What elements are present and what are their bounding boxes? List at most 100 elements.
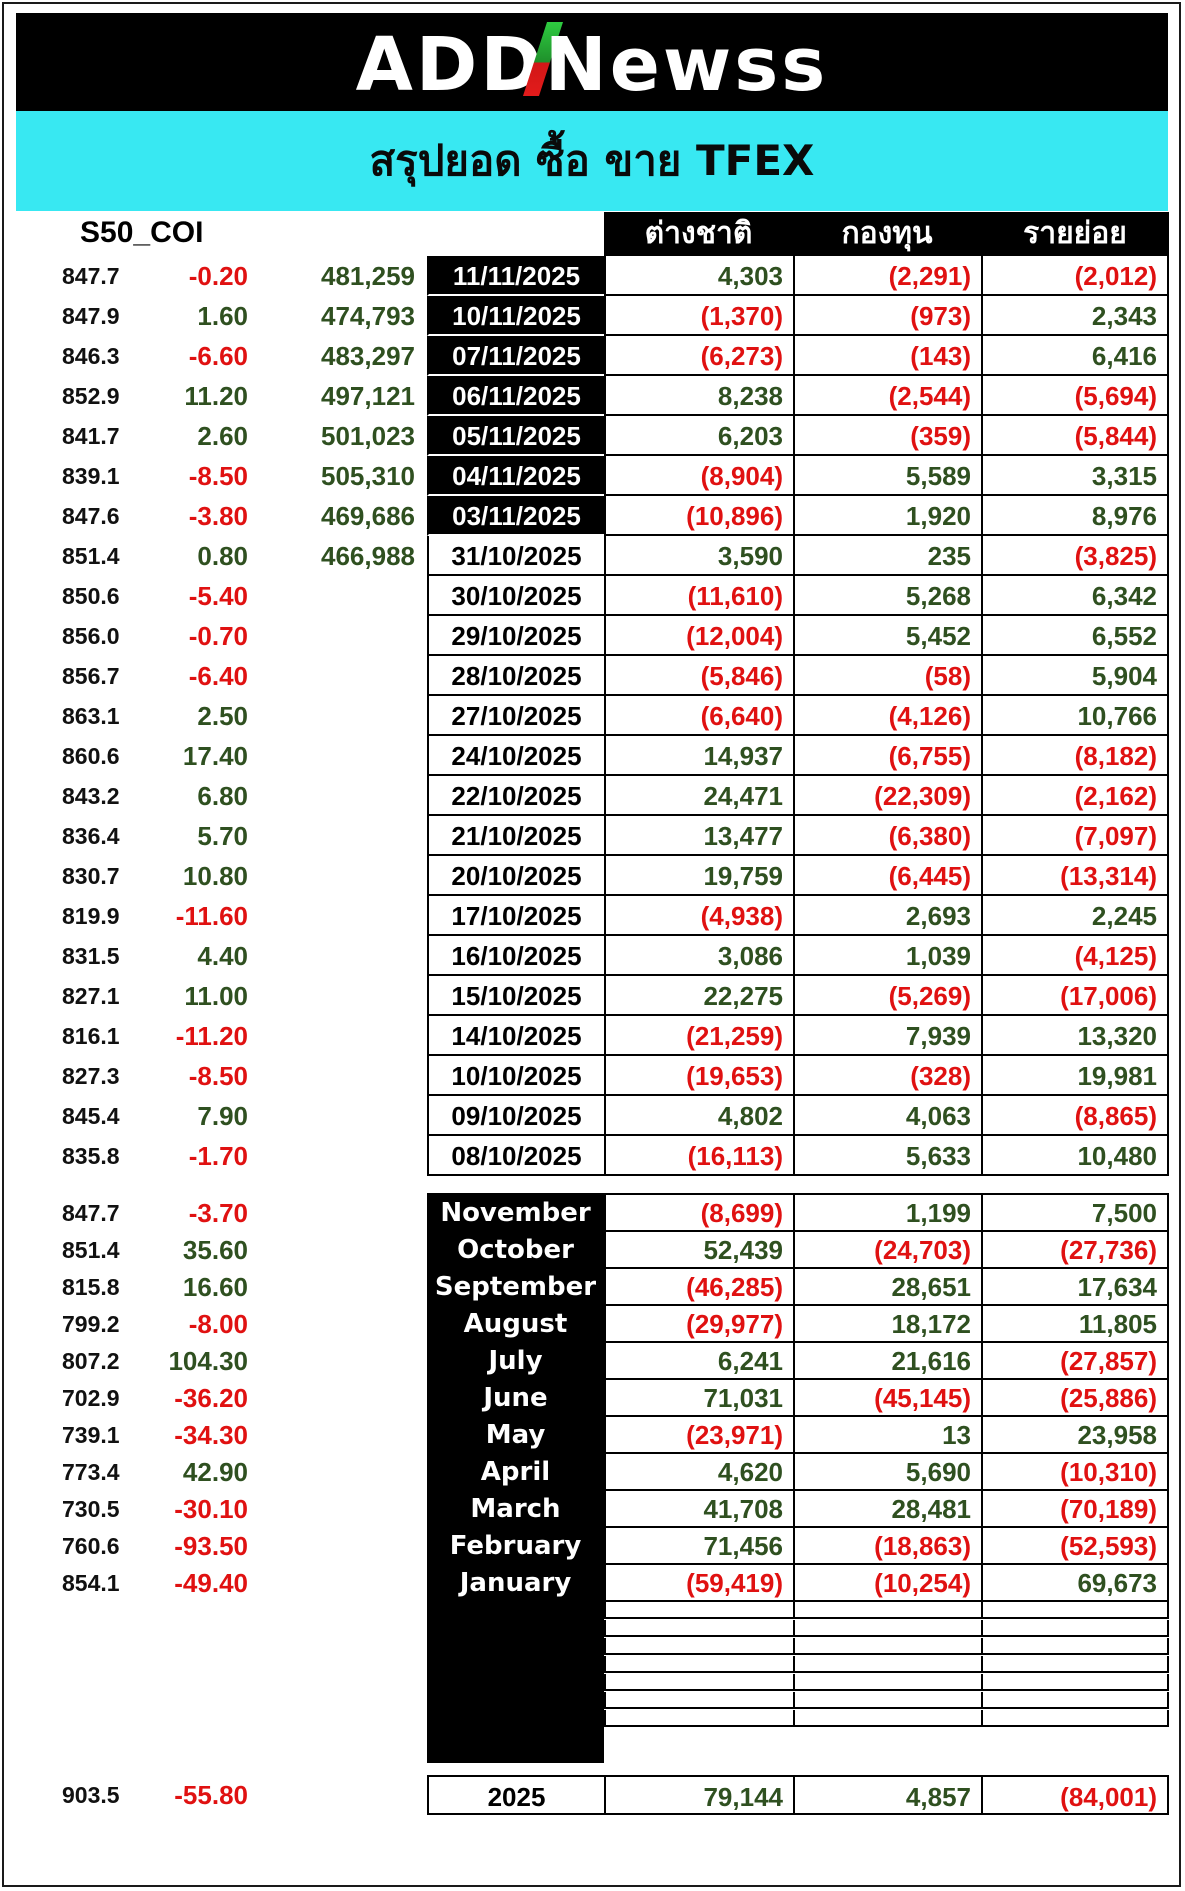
retail-value: 3,315 <box>981 456 1169 496</box>
foreign-value: (10,896) <box>604 496 793 536</box>
foreign-value: 13,477 <box>604 816 793 856</box>
change-value: -36.20 <box>174 1383 248 1413</box>
open-interest-value <box>280 736 415 776</box>
foreign-value: 14,937 <box>604 736 793 776</box>
month-label: October <box>427 1232 604 1269</box>
change-value: 35.60 <box>182 1235 248 1265</box>
index-value: 847.6 <box>62 503 120 529</box>
open-interest-value: 483,297 <box>321 341 415 371</box>
fund-value: (5,269) <box>793 976 981 1016</box>
fund-value: (58) <box>793 656 981 696</box>
retail-value: (4,125) <box>981 936 1169 976</box>
table-row: 852.9 11.20 497,121 06/11/2025 8,238 (2,544)(… <box>0 376 1185 416</box>
fund-value: (6,445) <box>793 856 981 896</box>
foreign-value: (59,419) <box>604 1565 793 1602</box>
retail-value: 2,343 <box>981 296 1169 336</box>
retail-value: (13,314) <box>981 856 1169 896</box>
open-interest-value: 469,686 <box>321 501 415 531</box>
open-interest-value <box>280 776 415 816</box>
change-value: 104.30 <box>168 1346 248 1376</box>
table-row: 850.6 -5.40 30/10/2025 (11,610) 5,268 6,342 <box>0 576 1185 616</box>
date-cell: 15/10/2025 <box>427 976 604 1016</box>
table-row: 847.7 -3.70 November (8,699) 1,199 7,500 <box>0 1195 1185 1232</box>
table-row: 846.3 -6.60 483,297 07/11/2025 (6,273) (143) 6… <box>0 336 1185 376</box>
monthly-table-top-border <box>604 1193 1169 1195</box>
open-interest-value <box>280 1096 415 1136</box>
fund-value: (6,755) <box>793 736 981 776</box>
retail-value: 19,981 <box>981 1056 1169 1096</box>
table-row: 847.7 -0.20 481,259 11/11/2025 4,303 (2,291)(… <box>0 256 1185 296</box>
empty-row <box>604 1602 1169 1619</box>
date-cell: 16/10/2025 <box>427 936 604 976</box>
change-value: -1.70 <box>188 1141 248 1171</box>
open-interest-value <box>280 976 415 1016</box>
index-value: 827.3 <box>62 1063 120 1089</box>
fund-value: 5,690 <box>793 1454 981 1491</box>
page-title: สรุปยอด ซื้อ ขาย TFEX <box>369 136 815 185</box>
open-interest-value: 474,793 <box>321 301 415 331</box>
table-row: 841.7 2.60 501,023 05/11/2025 6,203 (359) (5,8… <box>0 416 1185 456</box>
table-row: 831.5 4.40 16/10/2025 3,086 1,039 (4,125) <box>0 936 1185 976</box>
index-value: 860.6 <box>62 743 120 769</box>
open-interest-value <box>280 896 415 936</box>
index-value: 807.2 <box>62 1348 120 1374</box>
index-value: 863.1 <box>62 703 120 729</box>
retail-value: (17,006) <box>981 976 1169 1016</box>
index-value: 760.6 <box>62 1533 120 1559</box>
retail-value: 8,976 <box>981 496 1169 536</box>
index-value: 819.9 <box>62 903 120 929</box>
index-value: 846.3 <box>62 343 120 369</box>
empty-cell <box>981 1710 1169 1727</box>
date-cell: 31/10/2025 <box>427 536 604 576</box>
fund-value: 28,481 <box>793 1491 981 1528</box>
open-interest-value <box>280 616 415 656</box>
foreign-value: (19,653) <box>604 1056 793 1096</box>
table-row: 835.8 -1.70 08/10/2025 (16,113) 5,633 10,480 <box>0 1136 1185 1176</box>
foreign-value: 41,708 <box>604 1491 793 1528</box>
retail-value: 6,342 <box>981 576 1169 616</box>
index-value: 815.8 <box>62 1274 120 1300</box>
table-row: 730.5 -30.10 March 41,708 28,481 (70,189) <box>0 1491 1185 1528</box>
change-value: -93.50 <box>174 1531 248 1561</box>
header-foreign: ต่างชาติ <box>604 212 793 254</box>
index-value: 841.7 <box>62 423 120 449</box>
change-value: 6.80 <box>197 781 248 811</box>
foreign-value: 71,456 <box>604 1528 793 1565</box>
change-value: 4.40 <box>197 941 248 971</box>
index-value: 799.2 <box>62 1311 120 1337</box>
retail-value: 7,500 <box>981 1195 1169 1232</box>
fund-value: (4,126) <box>793 696 981 736</box>
fund-value: 5,268 <box>793 576 981 616</box>
foreign-value: 24,471 <box>604 776 793 816</box>
month-label: November <box>427 1195 604 1232</box>
date-cell: 08/10/2025 <box>427 1136 604 1176</box>
change-value: 10.80 <box>182 861 248 891</box>
table-row: 856.0 -0.70 29/10/2025 (12,004) 5,452 6,552 <box>0 616 1185 656</box>
empty-row <box>604 1638 1169 1655</box>
date-cell: 27/10/2025 <box>427 696 604 736</box>
change-value: -3.70 <box>188 1198 248 1228</box>
empty-row <box>604 1674 1169 1691</box>
fund-value: 21,616 <box>793 1343 981 1380</box>
date-cell: 28/10/2025 <box>427 656 604 696</box>
header-retail: รายย่อย <box>981 212 1169 254</box>
open-interest-value <box>280 1056 415 1096</box>
table-row: 827.1 11.00 15/10/2025 22,275 (5,269) (17,006… <box>0 976 1185 1016</box>
foreign-value: (5,846) <box>604 656 793 696</box>
open-interest-value: 505,310 <box>321 461 415 491</box>
retail-value: 2,245 <box>981 896 1169 936</box>
index-value: 835.8 <box>62 1143 120 1169</box>
date-cell: 10/10/2025 <box>427 1056 604 1096</box>
open-interest-value: 481,259 <box>321 261 415 291</box>
empty-row <box>604 1620 1169 1637</box>
foreign-value: 52,439 <box>604 1232 793 1269</box>
month-label: February <box>427 1528 604 1565</box>
empty-cell <box>793 1620 981 1637</box>
change-value: -11.60 <box>175 901 248 931</box>
foreign-value: 4,802 <box>604 1096 793 1136</box>
fund-value: 2,693 <box>793 896 981 936</box>
index-value: 847.9 <box>62 303 120 329</box>
change-value: 11.20 <box>184 381 248 411</box>
retail-value: (8,865) <box>981 1096 1169 1136</box>
date-cell: 22/10/2025 <box>427 776 604 816</box>
